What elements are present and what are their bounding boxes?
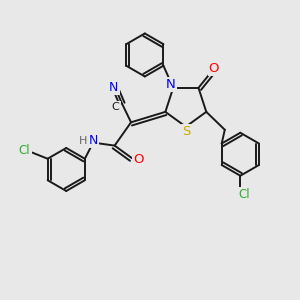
Text: N: N: [166, 78, 176, 91]
Text: C: C: [112, 102, 119, 112]
Text: N: N: [89, 134, 98, 147]
Text: O: O: [209, 62, 219, 75]
Text: Cl: Cl: [238, 188, 250, 201]
Text: N: N: [109, 81, 118, 94]
Text: S: S: [182, 125, 190, 138]
Text: O: O: [133, 153, 144, 166]
Text: H: H: [79, 136, 87, 146]
Text: Cl: Cl: [19, 145, 30, 158]
